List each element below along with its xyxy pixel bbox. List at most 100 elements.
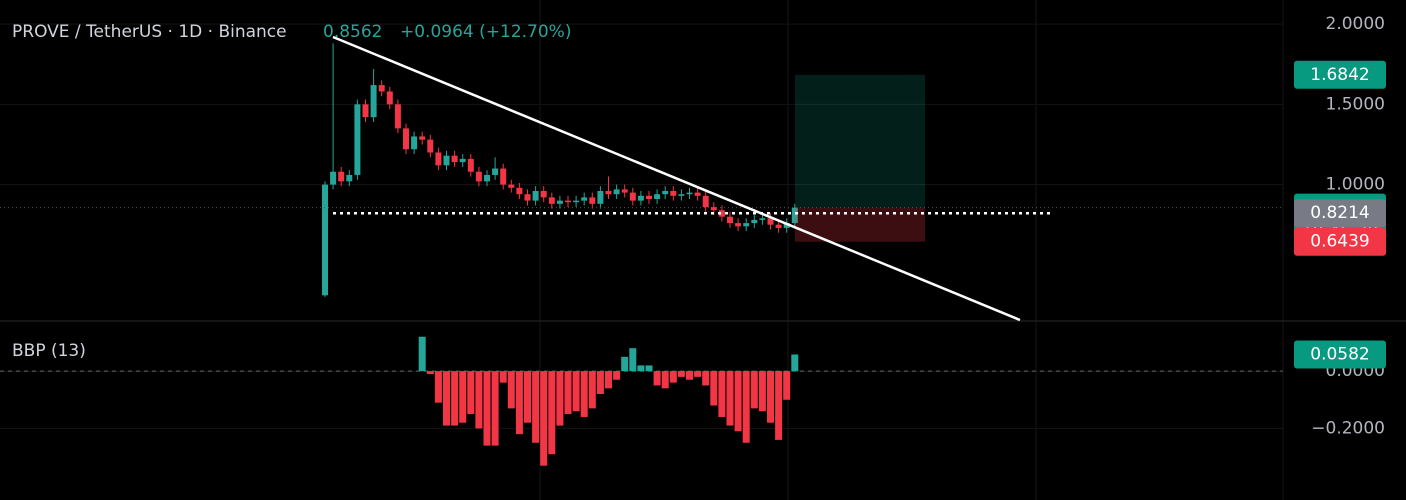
bbp-bar [572, 371, 580, 412]
bbp-bar [758, 371, 766, 412]
candle-body [678, 194, 685, 196]
bbp-bar [426, 371, 434, 374]
candle-body [702, 195, 709, 208]
bbp-bar [653, 371, 661, 386]
candle-body [354, 104, 361, 175]
y-tick-label: 1.5000 [1326, 94, 1385, 114]
candle-body [589, 197, 596, 204]
bbp-bar [443, 371, 450, 426]
bbp-bar [475, 371, 483, 429]
bbp-bar [491, 371, 499, 446]
bbp-bar [742, 371, 750, 443]
price-change: +0.0964 (+12.70%) [400, 22, 571, 42]
last-price: 0.8562 [323, 22, 382, 42]
candle-body [735, 223, 742, 227]
bbp-bar [605, 371, 612, 389]
candle-body [710, 207, 717, 211]
bbp-bar [515, 371, 523, 435]
bbp-bar [637, 365, 645, 372]
candle-body [459, 158, 466, 163]
bbp-bar [621, 356, 629, 372]
candle-body [419, 136, 426, 140]
candle-body [532, 190, 539, 201]
bbp-bar [499, 371, 507, 383]
price-badge-label: 0.8214 [1310, 203, 1369, 223]
candle-body [524, 194, 531, 201]
bbp-bar [564, 371, 572, 415]
bbp-bar [532, 371, 540, 443]
bbp-bar [767, 371, 774, 423]
candle-body [694, 192, 701, 196]
bbp-bar [783, 371, 791, 400]
candle-body [492, 168, 499, 175]
candle-body [411, 136, 418, 150]
candle-body [322, 184, 328, 296]
candle-body [751, 219, 758, 224]
candle-body [475, 171, 482, 182]
candle-body [338, 171, 345, 182]
price-badge [1294, 340, 1386, 369]
candle-body [597, 190, 604, 204]
bbp-bar [669, 371, 677, 383]
target-zone [795, 74, 925, 208]
candle-body [330, 171, 337, 185]
y-tick-label: 1.0000 [1326, 175, 1385, 195]
bbp-bar [459, 371, 467, 423]
candle-body [378, 85, 385, 92]
candle-body [362, 104, 369, 118]
bbp-bar [451, 371, 459, 426]
bbp-bar [483, 371, 491, 446]
candle-body [386, 91, 393, 105]
candle-body [346, 174, 353, 182]
bbp-bar [596, 371, 604, 395]
candle-body [556, 200, 563, 204]
candle-body [662, 190, 669, 195]
bbp-bar [661, 371, 669, 389]
candle-body [427, 139, 434, 153]
candle-body [540, 190, 547, 198]
bbp-bar [548, 371, 556, 455]
bbp-bar [686, 371, 693, 380]
bbp-bar [629, 348, 637, 372]
candle-body [646, 195, 652, 200]
bbp-bar [613, 371, 621, 380]
candle-body [451, 155, 458, 163]
bbp-bar [588, 371, 596, 409]
candle-body [605, 190, 612, 195]
candle-body [443, 155, 450, 166]
bbp-bar [677, 371, 685, 377]
bbp-bar [791, 354, 799, 372]
candle-body [565, 200, 571, 203]
candle-body [775, 224, 782, 228]
candle-body [467, 158, 474, 172]
price-badge-label: 0.0582 [1310, 344, 1369, 364]
y-tick-label: 2.0000 [1326, 14, 1385, 34]
bbp-bar [467, 371, 475, 415]
candle-body [791, 207, 798, 224]
candle-body [767, 218, 774, 225]
candle-body [654, 194, 661, 200]
price-badge [1294, 60, 1386, 89]
candle-body [435, 152, 442, 166]
candle-body [670, 190, 677, 196]
price-badge [1294, 199, 1386, 228]
bbp-bar [434, 371, 442, 403]
y-tick-label: −0.2000 [1311, 418, 1385, 438]
candle-body [613, 189, 620, 195]
candle-body [573, 200, 580, 203]
bbp-bar [694, 371, 702, 377]
candle-body [500, 168, 507, 185]
candle-body [783, 223, 790, 228]
candle-body [686, 192, 693, 195]
bbp-bar [645, 365, 653, 372]
price-badge-label: 0.6439 [1310, 232, 1369, 252]
bbp-bar [580, 371, 588, 417]
candle-body [516, 187, 523, 195]
candle-body [394, 104, 401, 129]
candle-body [484, 174, 490, 182]
bbp-bar [734, 371, 742, 432]
indicator-title: BBP (13) [12, 341, 86, 361]
bbp-bar [710, 371, 718, 406]
candle-body [403, 128, 409, 150]
